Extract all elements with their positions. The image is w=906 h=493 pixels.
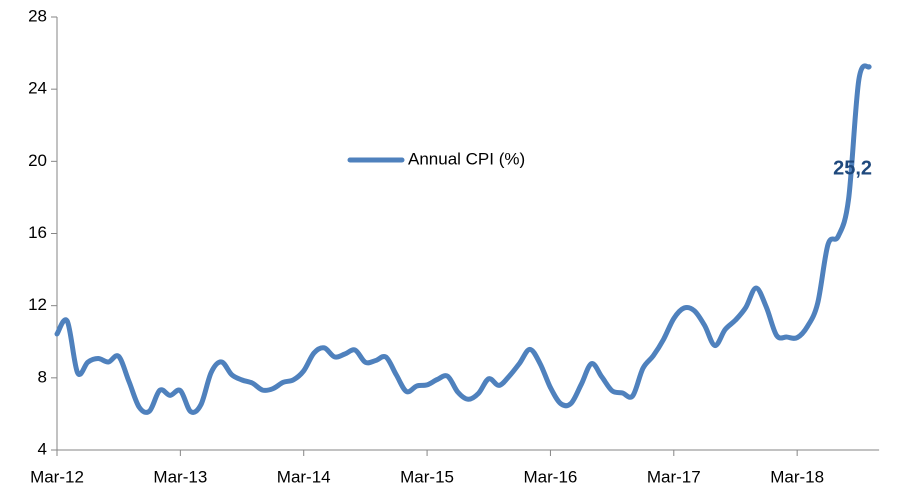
x-tick-label: Mar-13 [153, 467, 207, 486]
x-tick-label: Mar-14 [277, 467, 331, 486]
y-tick-label: 8 [38, 367, 47, 386]
y-tick-label: 12 [28, 295, 47, 314]
x-tick-label: Mar-16 [524, 467, 578, 486]
y-tick-label: 24 [28, 79, 47, 98]
y-tick-label: 4 [38, 439, 47, 458]
x-tick-label: Mar-12 [30, 467, 84, 486]
y-tick-label: 16 [28, 223, 47, 242]
x-tick-label: Mar-15 [400, 467, 454, 486]
data-label: 25,2 [833, 158, 872, 180]
cpi-line [54, 63, 872, 415]
y-tick-label: 20 [28, 151, 47, 170]
y-tick-label: 28 [28, 6, 47, 25]
x-tick-label: Mar-18 [770, 467, 824, 486]
x-tick-label: Mar-17 [647, 467, 701, 486]
legend-label: Annual CPI (%) [408, 149, 525, 168]
